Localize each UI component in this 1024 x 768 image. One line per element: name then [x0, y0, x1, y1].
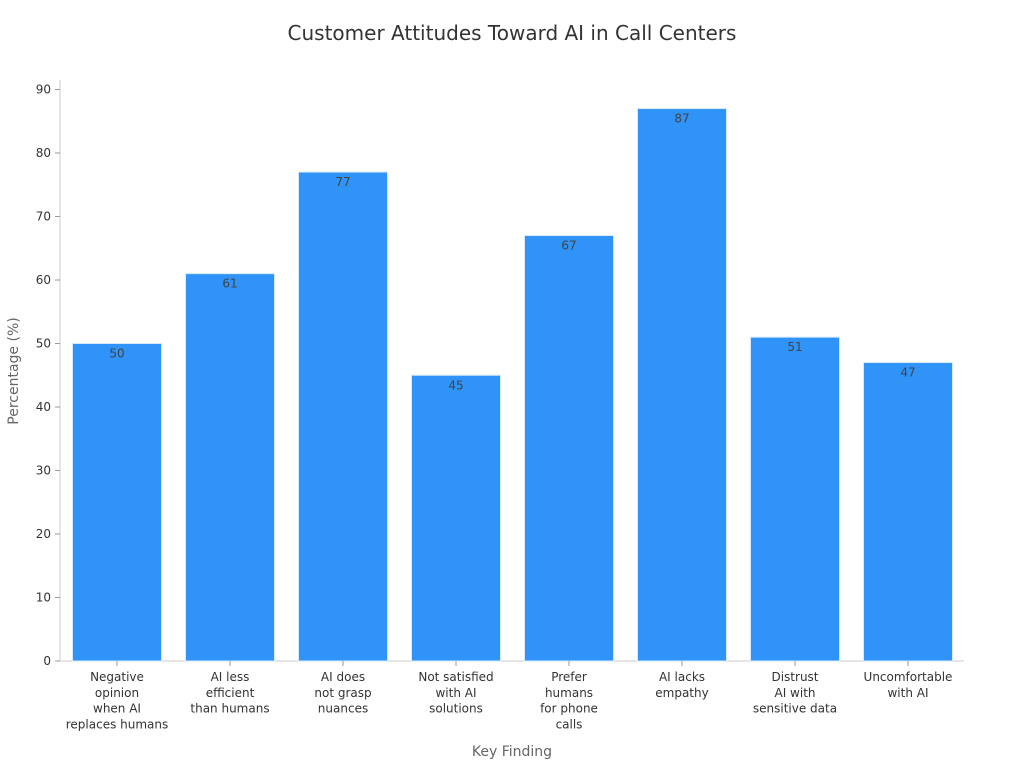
- y-tick-label: 30: [36, 464, 51, 478]
- x-tick-label: Not satisfied with AI solutions: [418, 670, 493, 716]
- x-tick-label: Uncomfortable with AI: [864, 670, 953, 700]
- bar-value-label: 45: [448, 378, 463, 392]
- bar-value-label: 61: [222, 277, 237, 291]
- bar-value-label: 47: [900, 366, 915, 380]
- x-tick-label: AI does not grasp nuances: [314, 670, 371, 716]
- bar: [411, 374, 501, 662]
- x-tick-label: AI less efficient than humans: [190, 670, 269, 716]
- y-tick-label: 20: [36, 527, 51, 541]
- y-tick-label: 70: [36, 210, 51, 224]
- y-tick-label: 80: [36, 146, 51, 160]
- x-axis-title: Key Finding: [472, 744, 552, 760]
- bar: [298, 171, 388, 662]
- bar-value-label: 77: [335, 175, 350, 189]
- bar: [637, 108, 727, 662]
- x-tick-label: Prefer humans for phone calls: [540, 670, 598, 731]
- chart-title: Customer Attitudes Toward AI in Call Cen…: [288, 21, 737, 45]
- bar-value-label: 67: [561, 239, 576, 253]
- y-tick-label: 50: [36, 337, 51, 351]
- bar: [750, 336, 840, 662]
- bar-value-label: 87: [674, 112, 689, 126]
- bar: [72, 343, 162, 662]
- y-axis-title: Percentage (%): [6, 317, 22, 424]
- y-tick-label: 90: [36, 83, 51, 97]
- x-tick-label: Negative opinion when AI replaces humans: [66, 670, 169, 731]
- y-tick-label: 10: [36, 591, 51, 605]
- y-tick-label: 0: [43, 654, 51, 668]
- bar: [863, 362, 953, 662]
- bar-value-label: 51: [787, 340, 802, 354]
- bar: [524, 235, 614, 662]
- bar: [185, 273, 275, 662]
- bar-value-label: 50: [109, 347, 124, 361]
- y-tick-label: 40: [36, 400, 51, 414]
- x-tick-label: Distrust AI with sensitive data: [753, 670, 837, 716]
- x-tick-label: AI lacks empathy: [655, 670, 708, 700]
- y-tick-label: 60: [36, 273, 51, 287]
- plot-area: 0 10 20 30 40 50 60 70 80 90 50 Negative opinion when…: [36, 83, 953, 731]
